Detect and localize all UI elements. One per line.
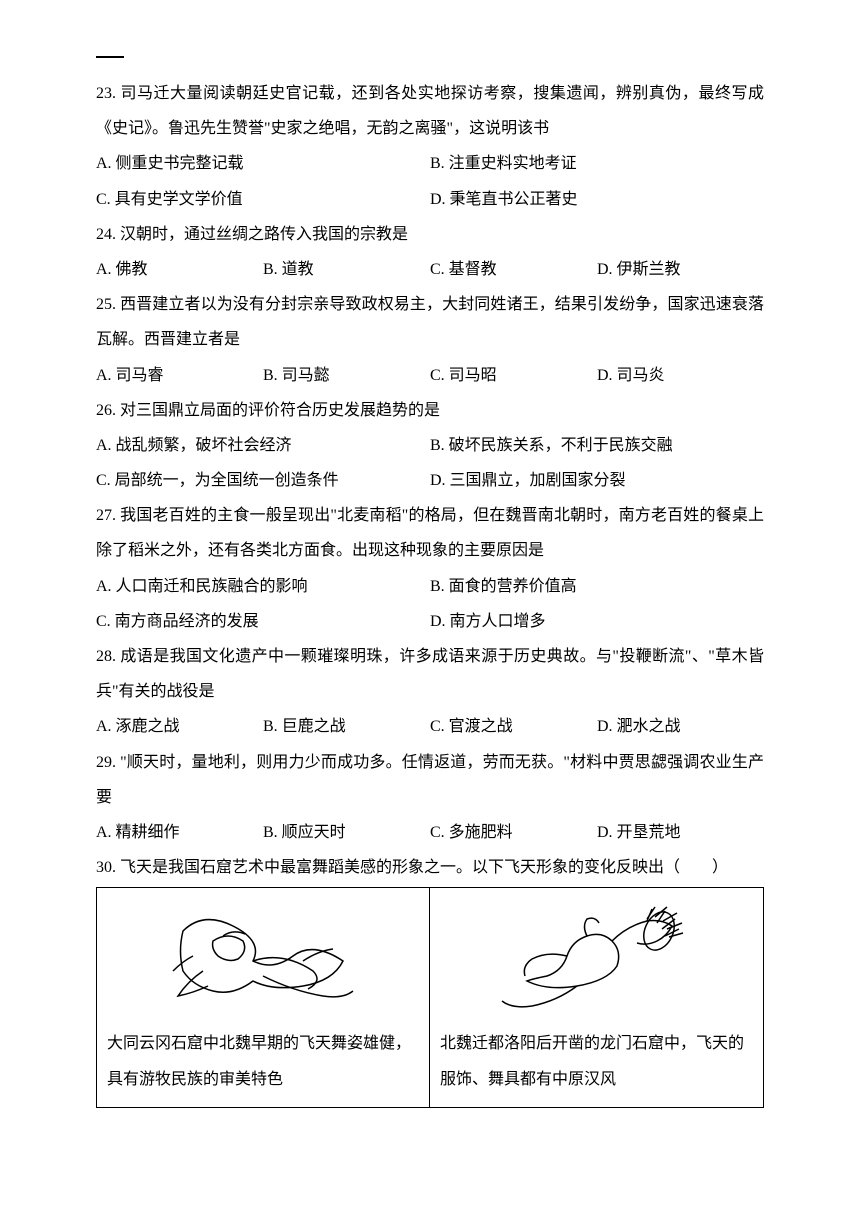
question-28-text: 28. 成语是我国文化遗产中一颗璀璨明珠，许多成语来源于历史典故。与"投鞭断流"… bbox=[96, 639, 764, 709]
question-30: 30. 飞天是我国石窟艺术中最富舞蹈美感的形象之一。以下飞天形象的变化反映出（ … bbox=[96, 850, 764, 1108]
table-cell-left: 大同云冈石窟中北魏早期的飞天舞姿雄健，具有游牧民族的审美特色 bbox=[97, 888, 430, 1106]
option-26-D: D. 三国鼎立，加剧国家分裂 bbox=[430, 463, 764, 498]
option-23-D: D. 秉笔直书公正著史 bbox=[430, 182, 764, 217]
feitian-image-right bbox=[440, 896, 753, 1026]
option-26-C: C. 局部统一，为全国统一创造条件 bbox=[96, 463, 430, 498]
option-24-A: A. 佛教 bbox=[96, 252, 263, 287]
option-23-A: A. 侧重史书完整记载 bbox=[96, 146, 430, 181]
feitian-longmen-icon bbox=[487, 901, 707, 1021]
option-28-D: D. 淝水之战 bbox=[597, 709, 764, 744]
question-27-text: 27. 我国老百姓的主食一般呈现出"北麦南稻"的格局，但在魏晋南北朝时，南方老百… bbox=[96, 498, 764, 568]
option-25-A: A. 司马睿 bbox=[96, 358, 263, 393]
caption-right: 北魏迁都洛阳后开凿的龙门石窟中，飞天的服饰、舞具都有中原汉风 bbox=[440, 1026, 753, 1096]
question-26-options: A. 战乱频繁，破坏社会经济 B. 破坏民族关系，不利于民族交融 C. 局部统一… bbox=[96, 428, 764, 498]
question-25-options: A. 司马睿 B. 司马懿 C. 司马昭 D. 司马炎 bbox=[96, 358, 764, 393]
question-28: 28. 成语是我国文化遗产中一颗璀璨明珠，许多成语来源于历史典故。与"投鞭断流"… bbox=[96, 639, 764, 745]
caption-left: 大同云冈石窟中北魏早期的飞天舞姿雄健，具有游牧民族的审美特色 bbox=[107, 1026, 419, 1096]
option-27-B: B. 面食的营养价值高 bbox=[430, 569, 764, 604]
option-26-B: B. 破坏民族关系，不利于民族交融 bbox=[430, 428, 764, 463]
question-26-text: 26. 对三国鼎立局面的评价符合历史发展趋势的是 bbox=[96, 393, 764, 428]
option-26-A: A. 战乱频繁，破坏社会经济 bbox=[96, 428, 430, 463]
option-24-C: C. 基督教 bbox=[430, 252, 597, 287]
option-29-A: A. 精耕细作 bbox=[96, 815, 263, 850]
option-24-D: D. 伊斯兰教 bbox=[597, 252, 764, 287]
option-28-B: B. 巨鹿之战 bbox=[263, 709, 430, 744]
question-30-text: 30. 飞天是我国石窟艺术中最富舞蹈美感的形象之一。以下飞天形象的变化反映出（ … bbox=[96, 850, 764, 885]
question-23-options: A. 侧重史书完整记载 B. 注重史料实地考证 C. 具有史学文学价值 D. 秉… bbox=[96, 146, 764, 216]
option-23-B: B. 注重史料实地考证 bbox=[430, 146, 764, 181]
option-25-D: D. 司马炎 bbox=[597, 358, 764, 393]
feitian-image-left bbox=[107, 896, 419, 1026]
header-rule bbox=[96, 56, 124, 58]
option-24-B: B. 道教 bbox=[263, 252, 430, 287]
question-29-text: 29. "顺天时，量地利，则用力少而成功多。任情返道，劳而无获。"材料中贾思勰强… bbox=[96, 745, 764, 815]
option-23-C: C. 具有史学文学价值 bbox=[96, 182, 430, 217]
question-26: 26. 对三国鼎立局面的评价符合历史发展趋势的是 A. 战乱频繁，破坏社会经济 … bbox=[96, 393, 764, 499]
question-25: 25. 西晋建立者以为没有分封宗亲导致政权易主，大封同姓诸王，结果引发纷争，国家… bbox=[96, 287, 764, 393]
question-27: 27. 我国老百姓的主食一般呈现出"北麦南稻"的格局，但在魏晋南北朝时，南方老百… bbox=[96, 498, 764, 639]
option-25-C: C. 司马昭 bbox=[430, 358, 597, 393]
option-29-B: B. 顺应天时 bbox=[263, 815, 430, 850]
option-29-D: D. 开垦荒地 bbox=[597, 815, 764, 850]
question-23-text: 23. 司马迁大量阅读朝廷史官记载，还到各处实地探访考察，搜集遗闻，辨别真伪，最… bbox=[96, 76, 764, 146]
question-24-options: A. 佛教 B. 道教 C. 基督教 D. 伊斯兰教 bbox=[96, 252, 764, 287]
question-23: 23. 司马迁大量阅读朝廷史官记载，还到各处实地探访考察，搜集遗闻，辨别真伪，最… bbox=[96, 76, 764, 217]
option-29-C: C. 多施肥料 bbox=[430, 815, 597, 850]
question-25-text: 25. 西晋建立者以为没有分封宗亲导致政权易主，大封同姓诸王，结果引发纷争，国家… bbox=[96, 287, 764, 357]
option-27-D: D. 南方人口增多 bbox=[430, 604, 764, 639]
question-30-table: 大同云冈石窟中北魏早期的飞天舞姿雄健，具有游牧民族的审美特色 bbox=[96, 887, 764, 1107]
option-28-A: A. 涿鹿之战 bbox=[96, 709, 263, 744]
question-27-options: A. 人口南迁和民族融合的影响 B. 面食的营养价值高 C. 南方商品经济的发展… bbox=[96, 569, 764, 639]
option-25-B: B. 司马懿 bbox=[263, 358, 430, 393]
option-28-C: C. 官渡之战 bbox=[430, 709, 597, 744]
feitian-yungang-icon bbox=[153, 901, 373, 1021]
table-cell-right: 北魏迁都洛阳后开凿的龙门石窟中，飞天的服饰、舞具都有中原汉风 bbox=[430, 888, 763, 1106]
option-27-A: A. 人口南迁和民族融合的影响 bbox=[96, 569, 430, 604]
question-24-text: 24. 汉朝时，通过丝绸之路传入我国的宗教是 bbox=[96, 217, 764, 252]
question-29: 29. "顺天时，量地利，则用力少而成功多。任情返道，劳而无获。"材料中贾思勰强… bbox=[96, 745, 764, 851]
question-24: 24. 汉朝时，通过丝绸之路传入我国的宗教是 A. 佛教 B. 道教 C. 基督… bbox=[96, 217, 764, 287]
option-27-C: C. 南方商品经济的发展 bbox=[96, 604, 430, 639]
question-29-options: A. 精耕细作 B. 顺应天时 C. 多施肥料 D. 开垦荒地 bbox=[96, 815, 764, 850]
question-28-options: A. 涿鹿之战 B. 巨鹿之战 C. 官渡之战 D. 淝水之战 bbox=[96, 709, 764, 744]
